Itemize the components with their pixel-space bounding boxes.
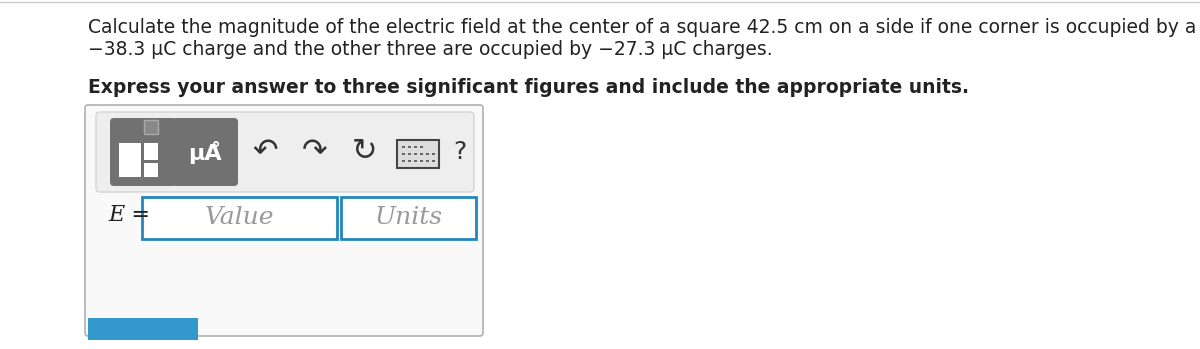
Bar <box>144 143 158 160</box>
Bar <box>414 146 418 148</box>
FancyBboxPatch shape <box>96 112 474 192</box>
Bar <box>402 153 406 155</box>
Text: ↷: ↷ <box>302 138 328 166</box>
Text: ?: ? <box>454 140 467 164</box>
FancyBboxPatch shape <box>172 118 238 186</box>
Bar <box>142 197 337 239</box>
Bar <box>144 163 158 177</box>
Bar <box>88 318 198 340</box>
Bar <box>402 146 406 148</box>
Bar <box>420 160 424 162</box>
Bar <box>426 160 430 162</box>
Bar <box>408 146 410 148</box>
Bar <box>432 153 436 155</box>
Text: ↶: ↶ <box>252 138 277 166</box>
Bar <box>341 197 476 239</box>
Bar <box>144 120 158 134</box>
Bar <box>408 160 410 162</box>
Text: Calculate the magnitude of the electric field at the center of a square 42.5 cm : Calculate the magnitude of the electric … <box>88 18 1196 37</box>
FancyBboxPatch shape <box>397 140 439 168</box>
Bar <box>432 160 436 162</box>
Text: E =: E = <box>108 204 150 226</box>
Bar <box>119 143 142 177</box>
Text: Units: Units <box>374 207 443 230</box>
Bar <box>420 153 424 155</box>
FancyBboxPatch shape <box>85 105 482 336</box>
Bar <box>402 160 406 162</box>
Text: ↻: ↻ <box>352 138 377 166</box>
Bar <box>414 160 418 162</box>
Bar <box>414 153 418 155</box>
Bar <box>420 146 424 148</box>
Bar <box>426 153 430 155</box>
Text: −38.3 μC charge and the other three are occupied by −27.3 μC charges.: −38.3 μC charge and the other three are … <box>88 40 773 59</box>
Bar <box>408 153 410 155</box>
Text: μÅ: μÅ <box>188 141 222 163</box>
Text: Express your answer to three significant figures and include the appropriate uni: Express your answer to three significant… <box>88 78 970 97</box>
FancyBboxPatch shape <box>110 118 176 186</box>
Text: Value: Value <box>205 207 275 230</box>
